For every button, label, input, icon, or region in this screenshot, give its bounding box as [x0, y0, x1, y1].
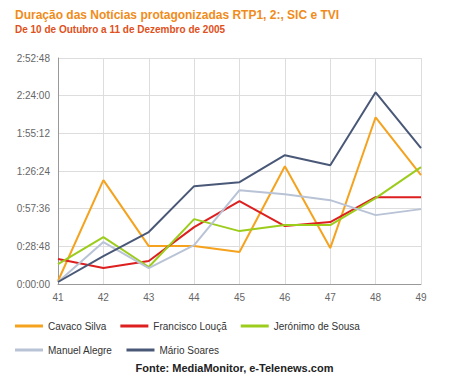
svg-text:47: 47: [325, 292, 337, 303]
svg-text:Duração das Notícias protagoni: Duração das Notícias protagonizadas RTP1…: [15, 8, 339, 22]
svg-text:Cavaco Silva: Cavaco Silva: [48, 321, 107, 332]
svg-text:1:26:24: 1:26:24: [17, 166, 51, 177]
svg-text:Mário Soares: Mário Soares: [159, 345, 218, 356]
svg-text:Manuel Alegre: Manuel Alegre: [48, 345, 112, 356]
svg-text:44: 44: [189, 292, 201, 303]
svg-text:42: 42: [98, 292, 110, 303]
svg-text:46: 46: [279, 292, 291, 303]
svg-text:41: 41: [52, 292, 64, 303]
svg-text:1:55:12: 1:55:12: [17, 128, 51, 139]
svg-text:2:52:48: 2:52:48: [17, 53, 51, 64]
svg-text:0:28:48: 0:28:48: [17, 241, 51, 252]
svg-text:0:57:36: 0:57:36: [17, 203, 51, 214]
svg-text:49: 49: [415, 292, 427, 303]
svg-text:De 10 de Outubro a 11 de Dezem: De 10 de Outubro a 11 de Dezembro de 200…: [15, 24, 226, 35]
svg-text:Jerónimo de Sousa: Jerónimo de Sousa: [274, 321, 361, 332]
svg-text:Francisco Louçã: Francisco Louçã: [153, 321, 227, 332]
svg-text:0:00:00: 0:00:00: [17, 279, 51, 290]
svg-text:Fonte: MediaMonitor, e-Telenew: Fonte: MediaMonitor, e-Telenews.com: [136, 362, 334, 374]
svg-text:43: 43: [143, 292, 155, 303]
svg-text:2:24:00: 2:24:00: [17, 90, 51, 101]
svg-text:48: 48: [370, 292, 382, 303]
svg-text:45: 45: [234, 292, 246, 303]
